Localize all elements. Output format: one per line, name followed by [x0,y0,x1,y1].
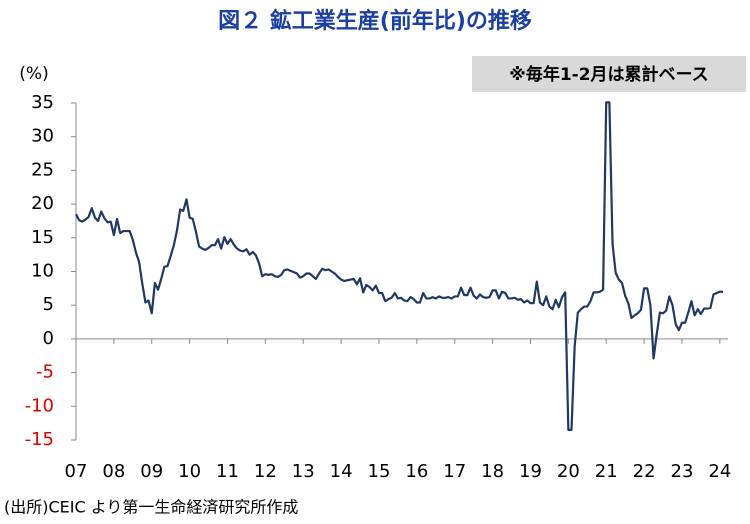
y-tick-label: 15 [31,227,54,248]
x-tick-label: 09 [140,461,163,482]
y-axis-label: (%) [19,64,48,84]
y-tick-label: -5 [36,362,54,383]
x-tick-label: 24 [708,461,731,482]
y-tick-label: 20 [31,193,54,214]
x-tick-label: 07 [65,461,88,482]
x-tick-label: 17 [443,461,466,482]
x-tick-label: 15 [368,461,391,482]
y-tick-label: -15 [25,429,54,450]
y-tick-label: 5 [43,294,54,315]
x-tick-label: 08 [102,461,125,482]
source: (出所)CEIC より第一生命経済研究所作成 [4,498,298,517]
x-tick-label: 23 [671,461,694,482]
note-box [472,56,746,92]
x-tick-label: 11 [216,461,239,482]
x-tick-label: 14 [330,461,353,482]
x-tick-label: 12 [254,461,277,482]
x-tick-label: 16 [405,461,428,482]
y-tick-label: 0 [43,328,54,349]
y-tick-label: 25 [31,159,54,180]
chart-title: 図２ 鉱工業生産(前年比)の推移 [218,8,532,34]
y-tick-label: 10 [31,261,54,282]
line-series [75,101,723,431]
y-tick-label: 30 [31,126,54,147]
y-tick-label: 35 [31,92,54,113]
x-tick-label: 20 [557,461,580,482]
x-tick-label: 21 [595,461,618,482]
x-tick-label: 13 [292,461,315,482]
x-tick-label: 22 [633,461,656,482]
y-tick-label: -10 [25,395,54,416]
x-tick-label: 10 [178,461,201,482]
x-tick-label: 18 [481,461,504,482]
x-tick-label: 19 [519,461,542,482]
note: ※毎年1-2月は累計ベース [509,64,708,85]
